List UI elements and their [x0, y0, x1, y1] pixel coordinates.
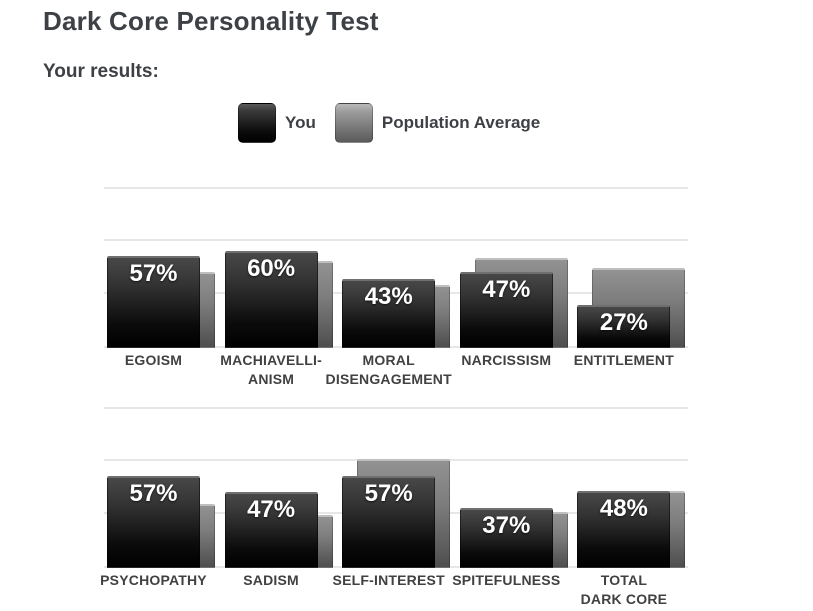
- category-label-line: MORAL: [362, 352, 415, 368]
- bar-group: 43% MORAL DISENGAGEMENT: [326, 187, 452, 387]
- bar-group: 48% TOTAL DARK CORE: [577, 407, 686, 607]
- bar-you: 57%: [342, 476, 436, 568]
- category-label: SADISM: [208, 571, 335, 590]
- gridline: [104, 238, 688, 241]
- category-label: ENTITLEMENT: [560, 351, 687, 370]
- bar-group: 57% PSYCHOPATHY: [100, 407, 215, 588]
- category-label-line: DISENGAGEMENT: [325, 371, 452, 387]
- category-label-line: DARK CORE: [580, 591, 668, 607]
- category-label: SELF-INTEREST: [325, 571, 452, 590]
- legend-average-label: Population Average: [381, 113, 541, 132]
- category-label: TOTAL DARK CORE: [560, 571, 687, 609]
- category-label: SPITEFULNESS: [443, 571, 570, 590]
- category-label-line: SADISM: [243, 572, 299, 588]
- bar-you: 43%: [342, 278, 436, 348]
- category-label-line: EGOISM: [124, 352, 183, 368]
- category-label-line: TOTAL: [600, 572, 648, 588]
- bar-value-label: 47%: [482, 276, 531, 304]
- bar-you: 57%: [107, 476, 200, 568]
- category-label-line: SELF-INTEREST: [332, 572, 445, 588]
- bar-you: 47%: [459, 272, 553, 348]
- bar-you: 57%: [107, 256, 200, 348]
- category-label: EGOISM: [90, 351, 217, 370]
- category-label-line: PSYCHOPATHY: [100, 572, 207, 588]
- bar-you: 37%: [459, 508, 553, 568]
- results-heading: Your results:: [43, 61, 159, 82]
- bar-group: 37% SPITEFULNESS: [452, 407, 568, 588]
- chart-row-1: 57% EGOISM 60% MACHIAVELLI- ANISM 43% MORAL DIS…: [104, 187, 688, 387]
- category-label-line: NARCISSISM: [461, 352, 552, 368]
- bar-value-label: 48%: [599, 494, 648, 522]
- category-label: PSYCHOPATHY: [90, 571, 217, 590]
- chart-row-2: 57% PSYCHOPATHY 47% SADISM 57% SELF-INTEREST 3…: [100, 407, 688, 607]
- chart-legend: You Population Average: [238, 103, 540, 143]
- category-label-line: MACHIAVELLI-: [220, 352, 322, 368]
- bar-group: 60% MACHIAVELLI- ANISM: [220, 187, 333, 387]
- bar-value-label: 57%: [129, 480, 178, 508]
- bar-value-label: 27%: [599, 308, 648, 336]
- gridline: [104, 407, 688, 409]
- bar-group: 57% EGOISM: [107, 187, 215, 368]
- category-label-line: ANISM: [248, 371, 295, 387]
- bar-value-label: 60%: [247, 255, 296, 283]
- bar-group: 47% SADISM: [224, 407, 333, 588]
- legend-you-label: You: [285, 113, 316, 132]
- category-label: MORAL DISENGAGEMENT: [325, 351, 452, 389]
- bar-you: 48%: [577, 490, 671, 568]
- legend-average-swatch-icon: [334, 103, 373, 143]
- bar-you: 47%: [224, 492, 318, 568]
- bar-value-label: 37%: [482, 512, 531, 540]
- legend-you-swatch-icon: [238, 103, 276, 143]
- bar-group: 27% ENTITLEMENT: [574, 187, 686, 368]
- bar-group: 57% SELF-INTEREST: [333, 407, 451, 588]
- bar-value-label: 57%: [129, 260, 178, 288]
- category-label: NARCISSISM: [443, 351, 570, 370]
- category-label: MACHIAVELLI- ANISM: [208, 351, 335, 389]
- bar-you: 60%: [224, 251, 318, 348]
- category-label-line: ENTITLEMENT: [573, 352, 674, 368]
- bar-you: 27%: [577, 304, 671, 348]
- category-label-line: SPITEFULNESS: [452, 572, 561, 588]
- bar-value-label: 57%: [364, 480, 413, 508]
- bar-group: 47% NARCISSISM: [459, 187, 568, 368]
- gridline: [104, 187, 688, 189]
- bar-value-label: 47%: [247, 496, 296, 524]
- page-title: Dark Core Personality Test: [43, 6, 379, 36]
- bar-value-label: 43%: [364, 282, 413, 310]
